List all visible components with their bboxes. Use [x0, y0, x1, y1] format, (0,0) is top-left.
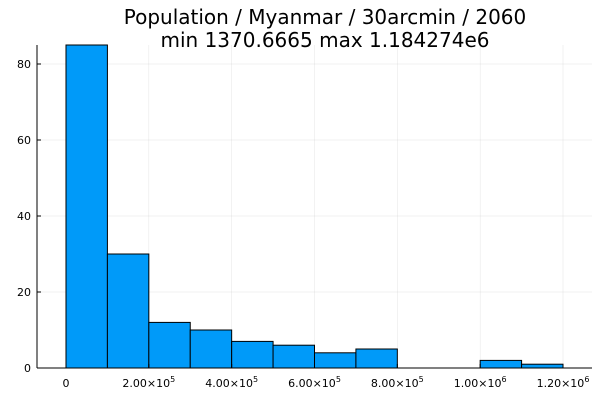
- histogram-bar: [231, 340, 274, 369]
- x-axis-ticks: 0 2.00×105 4.00×105 6.00×105 8.00×105 1.00×10…: [62, 364, 589, 390]
- x-tick-label: 2.00×105: [122, 375, 175, 390]
- histogram-bar: [314, 352, 357, 369]
- histogram-bar: [355, 348, 398, 369]
- histogram-bar: [189, 329, 233, 369]
- x-tick-label: 8.00×105: [371, 375, 424, 390]
- histogram-bar: [521, 363, 564, 369]
- y-tick-label: 40: [17, 210, 31, 223]
- histogram-bar: [65, 44, 108, 369]
- x-tick-label: 4.00×105: [205, 375, 258, 390]
- chart-subtitle: min 1370.6665 max 1.184274e6: [161, 28, 490, 52]
- y-tick-label: 60: [17, 134, 31, 147]
- x-tick-label: 1.20×106: [537, 375, 590, 390]
- x-tick-label: 0: [62, 377, 69, 390]
- y-tick-label: 0: [24, 362, 31, 375]
- histogram-bar: [479, 359, 523, 369]
- y-tick-label: 20: [17, 286, 31, 299]
- chart-title: Population / Myanmar / 30arcmin / 2060: [124, 5, 527, 29]
- x-tick-label: 1.00×106: [454, 375, 507, 390]
- histogram-bar: [106, 253, 150, 369]
- bars: [65, 44, 564, 369]
- histogram-bar: [148, 321, 191, 369]
- grid-lines: [37, 45, 592, 369]
- histogram-bar: [272, 344, 316, 369]
- y-tick-label: 80: [17, 58, 31, 71]
- y-axis-ticks: 0 20 40 60 80: [17, 58, 41, 375]
- x-tick-label: 6.00×105: [288, 375, 341, 390]
